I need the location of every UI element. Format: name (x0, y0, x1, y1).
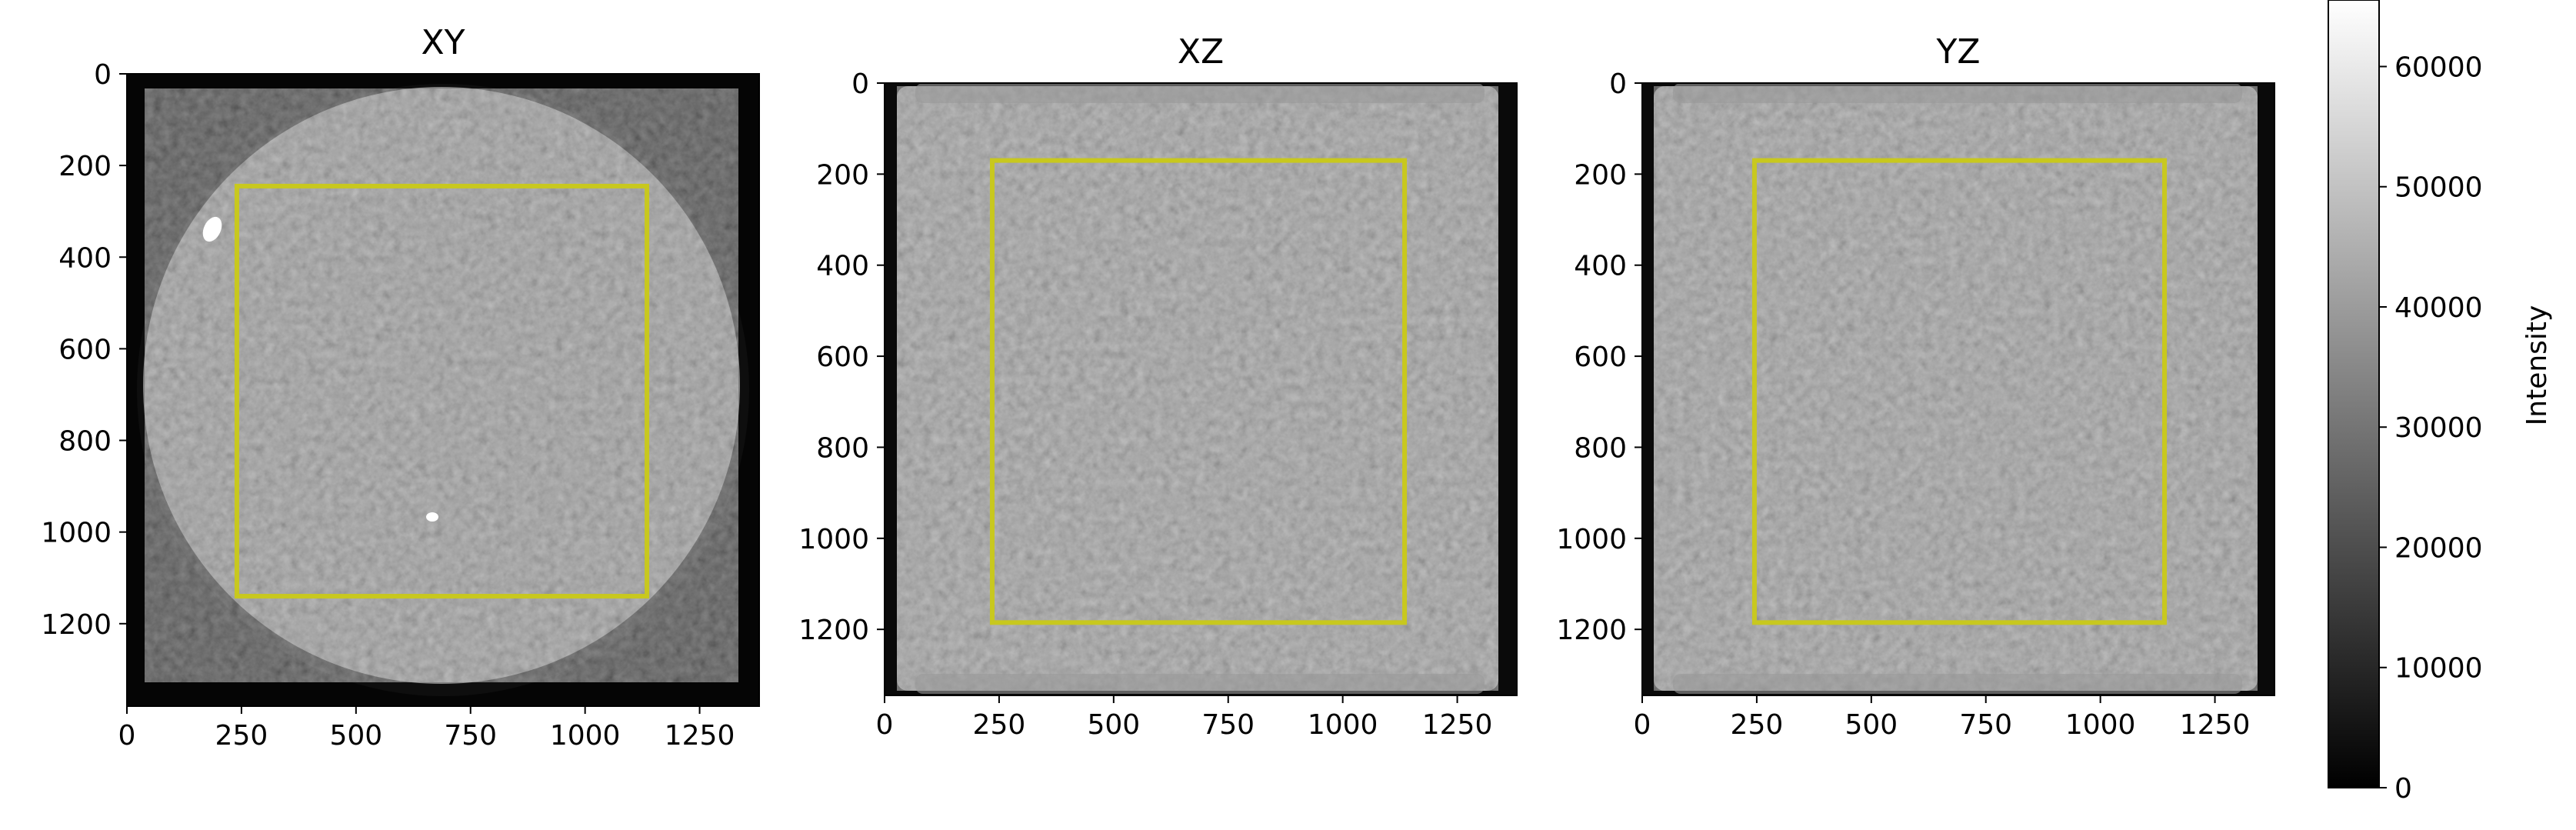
xz-x-tick-label: 750 (1201, 709, 1255, 741)
xy-y-tick-label: 600 (58, 334, 112, 365)
xy-y-tick-label: 0 (94, 59, 112, 91)
xy-axes-frame (126, 73, 760, 707)
yz-y-tick-label: 600 (1574, 342, 1627, 373)
yz-y-tick-label: 200 (1574, 159, 1627, 191)
xz-y-tick-label: 1200 (798, 615, 869, 646)
yz-y-tick-label: 0 (1609, 68, 1627, 100)
xy-x-tick-label: 500 (329, 720, 382, 752)
xz-x-tick-label: 500 (1087, 709, 1140, 741)
xy-y-tick-label: 1200 (41, 609, 112, 641)
colorbar-tick-label: 20000 (2394, 532, 2483, 564)
xy-specimen-texture (145, 88, 738, 682)
xz-x-ticks: 0 250 500 750 1000 1250 (876, 695, 1493, 741)
panel-yz: 0 250 500 750 1000 1250 0 200 400 600 800 1000 1200… (1556, 32, 2275, 741)
xz-x-tick-label: 250 (973, 709, 1026, 741)
xy-x-tick-label: 0 (118, 720, 136, 752)
xy-x-tick-label: 1250 (665, 720, 735, 752)
xz-y-tick-label: 800 (816, 432, 869, 464)
yz-y-tick-label: 1000 (1556, 524, 1627, 555)
yz-x-tick-label: 0 (1634, 709, 1651, 741)
yz-x-ticks: 0 250 500 750 1000 1250 (1634, 695, 2251, 741)
xy-y-tick-label: 800 (58, 426, 112, 458)
xy-x-tick-label: 250 (215, 720, 268, 752)
xy-y-tick-label: 1000 (41, 518, 112, 549)
xy-x-tick-label: 750 (444, 720, 497, 752)
yz-roi-rectangle (1751, 158, 2168, 625)
yz-axes-frame (1641, 82, 2275, 696)
yz-x-tick-label: 500 (1845, 709, 1898, 741)
colorbar-gradient (2328, 0, 2379, 788)
panel-xy: 0 250 500 750 1000 1250 0 200 400 600 800 1000 1200… (41, 23, 760, 752)
xz-y-tick-label: 600 (816, 342, 869, 373)
xz-title: XZ (1178, 32, 1224, 72)
xz-bottom-platen (915, 674, 1485, 694)
xy-title: XY (421, 23, 465, 62)
xy-bright-inclusion-2 (426, 512, 438, 522)
xz-specimen-texture (897, 86, 1498, 691)
xz-y-ticks: 0 200 400 600 800 1000 1200 (798, 68, 885, 646)
colorbar-tick-label: 60000 (2394, 52, 2483, 83)
xz-axes-frame (884, 82, 1518, 696)
xz-x-tick-label: 0 (876, 709, 894, 741)
colorbar-tick-label: 0 (2394, 773, 2412, 805)
yz-title: YZ (1935, 32, 1980, 72)
xz-x-tick-label: 1000 (1308, 709, 1378, 741)
yz-x-tick-label: 250 (1731, 709, 1784, 741)
colorbar-tick-label: 30000 (2394, 412, 2483, 444)
yz-x-tick-label: 1250 (2180, 709, 2251, 741)
panel-xz: 0 250 500 750 1000 1250 0 200 400 600 800 1000 1200… (798, 32, 1518, 741)
colorbar-tick-label: 10000 (2394, 653, 2483, 685)
colorbar-tick-label: 50000 (2394, 172, 2483, 204)
yz-y-ticks: 0 200 400 600 800 1000 1200 (1556, 68, 1642, 646)
yz-top-platen (1673, 83, 2242, 103)
yz-specimen-texture (1654, 86, 2258, 691)
xz-roi-rectangle (989, 158, 1408, 625)
xz-y-tick-label: 1000 (798, 524, 869, 555)
yz-y-tick-label: 1200 (1556, 615, 1627, 646)
yz-x-tick-label: 1000 (2065, 709, 2136, 741)
xy-y-tick-label: 400 (58, 242, 112, 274)
yz-y-tick-label: 400 (1574, 251, 1627, 282)
yz-x-tick-label: 750 (1959, 709, 2012, 741)
colorbar-label: Intensity (2521, 305, 2553, 426)
yz-bottom-platen (1673, 674, 2242, 694)
xy-bright-inclusion (202, 216, 222, 242)
xy-x-ticks: 0 250 500 750 1000 1250 (118, 706, 735, 752)
colorbar-tick-label: 40000 (2394, 292, 2483, 324)
yz-y-tick-label: 800 (1574, 432, 1627, 464)
xy-x-tick-label: 1000 (550, 720, 621, 752)
xz-y-tick-label: 400 (816, 251, 869, 282)
xz-y-tick-label: 200 (816, 159, 869, 191)
xy-y-tick-label: 200 (58, 151, 112, 182)
colorbar-frame (2328, 0, 2380, 788)
xz-x-tick-label: 1250 (1422, 709, 1493, 741)
colorbar: 0 10000 20000 30000 40000 50000 60000 Intensit… (2328, 0, 2553, 805)
xz-top-platen (915, 83, 1485, 103)
xz-y-tick-label: 0 (851, 68, 869, 100)
xy-roi-rectangle (234, 183, 650, 599)
xy-y-ticks: 0 200 400 600 800 1000 1200 (41, 59, 127, 641)
colorbar-ticks: 0 10000 20000 30000 40000 50000 60000 (2379, 52, 2483, 805)
